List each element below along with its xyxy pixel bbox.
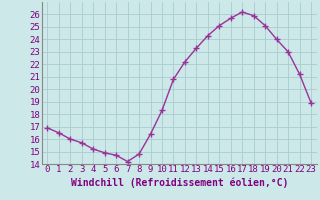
X-axis label: Windchill (Refroidissement éolien,°C): Windchill (Refroidissement éolien,°C) bbox=[70, 177, 288, 188]
